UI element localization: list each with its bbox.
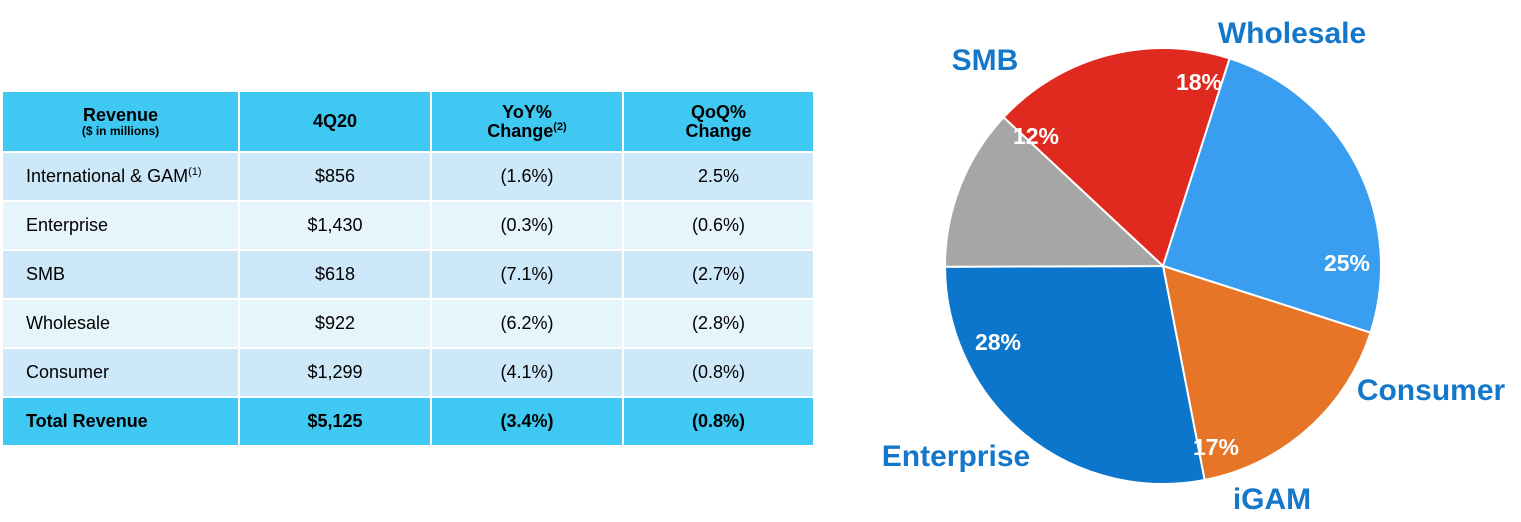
table-row: Consumer $1,299 (4.1%) (0.8%) bbox=[1, 347, 815, 398]
pie-slice-consumer bbox=[1161, 57, 1382, 334]
row-label-text: International & GAM bbox=[26, 166, 189, 186]
total-value: $5,125 bbox=[238, 396, 432, 447]
pie-category-label: SMB bbox=[952, 44, 1019, 77]
row-value: $1,299 bbox=[238, 347, 432, 398]
total-qoq: (0.8%) bbox=[622, 396, 815, 447]
row-label: Consumer bbox=[1, 347, 240, 398]
revenue-table-container: Revenue ($ in millions) 4Q20 YoY% Change… bbox=[1, 90, 815, 447]
row-yoy: (0.3%) bbox=[430, 200, 624, 251]
header-qoq: QoQ% Change bbox=[622, 90, 815, 153]
revenue-table: Revenue ($ in millions) 4Q20 YoY% Change… bbox=[1, 90, 815, 447]
pie-category-label: iGAM bbox=[1233, 483, 1311, 516]
row-yoy: (6.2%) bbox=[430, 298, 624, 349]
header-qoq-line1: QoQ% bbox=[690, 101, 746, 122]
row-value: $856 bbox=[238, 151, 432, 202]
row-qoq: (2.8%) bbox=[622, 298, 815, 349]
row-yoy: (4.1%) bbox=[430, 347, 624, 398]
row-yoy: (7.1%) bbox=[430, 249, 624, 300]
header-qoq-line2: Change bbox=[685, 120, 752, 141]
pie-slice-wholesale bbox=[1002, 47, 1231, 268]
header-period: 4Q20 bbox=[238, 90, 432, 153]
row-label-footnote: (1) bbox=[188, 166, 202, 178]
pie-percent-label: 18% bbox=[1176, 69, 1222, 95]
row-qoq: 2.5% bbox=[622, 151, 815, 202]
pie-category-label: Wholesale bbox=[1218, 17, 1366, 50]
row-value: $1,430 bbox=[238, 200, 432, 251]
header-yoy-footnote: (2) bbox=[553, 120, 567, 133]
pie-percent-label: 28% bbox=[975, 329, 1021, 355]
table-header-row: Revenue ($ in millions) 4Q20 YoY% Change… bbox=[1, 90, 815, 153]
pie-percent-label: 25% bbox=[1324, 250, 1370, 276]
table-row: Wholesale $922 (6.2%) (2.8%) bbox=[1, 298, 815, 349]
pie-slices bbox=[943, 47, 1382, 485]
pie-percent-labels: 18% 25% 17% 28% 12% bbox=[975, 69, 1370, 460]
row-value: $922 bbox=[238, 298, 432, 349]
row-qoq: (0.8%) bbox=[622, 347, 815, 398]
row-label: SMB bbox=[1, 249, 240, 300]
pie-slice-enterprise bbox=[943, 264, 1206, 485]
pie-category-label: Consumer bbox=[1357, 374, 1506, 407]
row-value: $618 bbox=[238, 249, 432, 300]
row-label: Enterprise bbox=[1, 200, 240, 251]
pie-category-labels: Wholesale Consumer iGAM Enterprise SMB bbox=[882, 17, 1506, 516]
header-yoy: YoY% Change(2) bbox=[430, 90, 624, 153]
row-qoq: (0.6%) bbox=[622, 200, 815, 251]
row-label: International & GAM(1) bbox=[1, 151, 240, 202]
pie-percent-label: 17% bbox=[1193, 434, 1239, 460]
total-label: Total Revenue bbox=[1, 396, 240, 447]
pie-slice-igam bbox=[1161, 264, 1372, 482]
header-revenue-title: Revenue bbox=[82, 104, 159, 125]
pie-category-label: Enterprise bbox=[882, 440, 1030, 473]
header-revenue-units: ($ in millions) bbox=[81, 123, 160, 138]
table-row: Enterprise $1,430 (0.3%) (0.6%) bbox=[1, 200, 815, 251]
total-row: Total Revenue $5,125 (3.4%) (0.8%) bbox=[1, 396, 815, 447]
table-row: International & GAM(1) $856 (1.6%) 2.5% bbox=[1, 151, 815, 202]
row-yoy: (1.6%) bbox=[430, 151, 624, 202]
pie-slice-smb bbox=[943, 115, 1166, 268]
header-revenue: Revenue ($ in millions) bbox=[1, 90, 240, 153]
table-row: SMB $618 (7.1%) (2.7%) bbox=[1, 249, 815, 300]
row-qoq: (2.7%) bbox=[622, 249, 815, 300]
header-yoy-line1: YoY% bbox=[502, 101, 552, 122]
header-period-label: 4Q20 bbox=[312, 111, 358, 131]
row-label: Wholesale bbox=[1, 298, 240, 349]
pie-percent-label: 12% bbox=[1013, 123, 1059, 149]
header-yoy-line2: Change bbox=[487, 120, 554, 141]
total-yoy: (3.4%) bbox=[430, 396, 624, 447]
